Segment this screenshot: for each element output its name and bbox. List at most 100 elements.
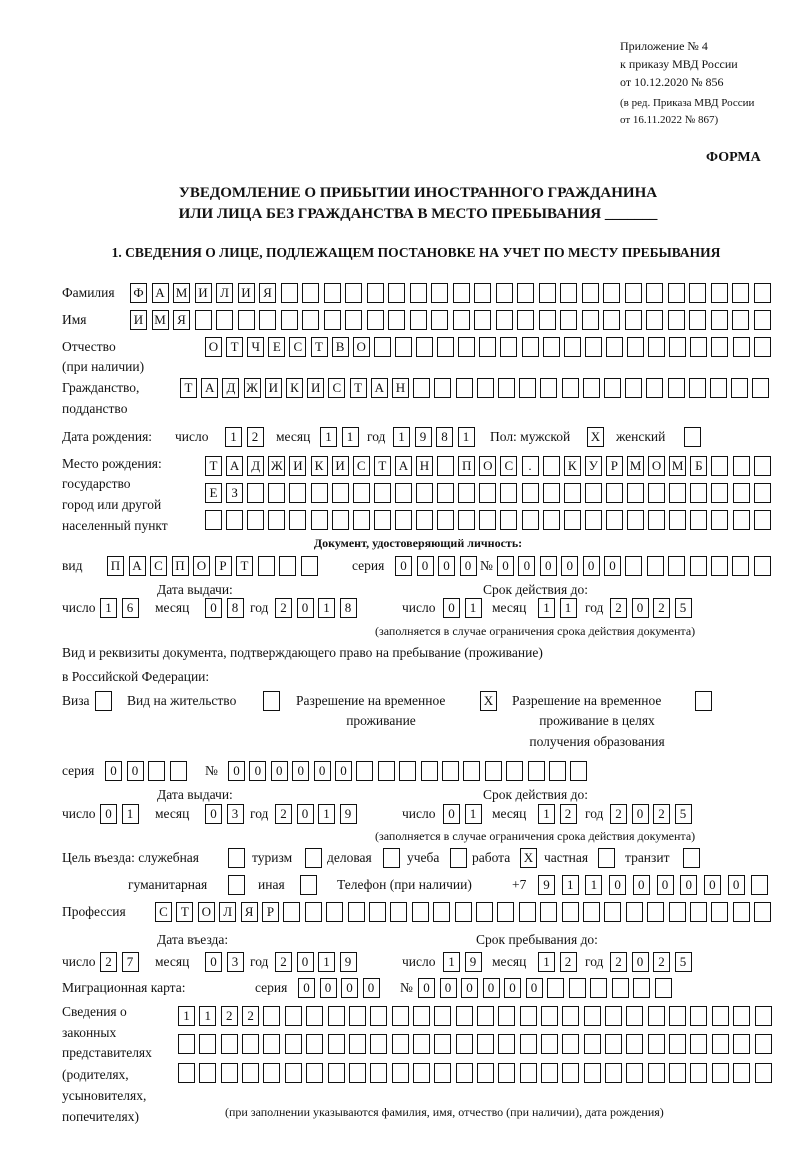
representative-cell[interactable] <box>412 1063 430 1083</box>
stay-number-cell[interactable] <box>570 761 588 781</box>
representative-cell[interactable] <box>391 1006 409 1026</box>
representative-cell[interactable] <box>690 1063 708 1083</box>
representative-cell[interactable] <box>220 1034 238 1054</box>
citizenship-cell[interactable]: А <box>201 378 219 398</box>
birthplace-cell[interactable] <box>669 483 687 503</box>
birthplace-cell[interactable] <box>289 510 307 530</box>
representative-cell[interactable] <box>327 1006 345 1026</box>
purpose-tourism-checkbox[interactable] <box>305 848 322 868</box>
representative-cell[interactable] <box>370 1006 388 1026</box>
stay-valid-year-cell[interactable]: 0 <box>631 804 649 824</box>
id-series-cell[interactable]: 0 <box>416 556 434 576</box>
entry-month-cell[interactable]: 3 <box>226 952 244 972</box>
citizenship-cell[interactable] <box>688 378 706 398</box>
birthplace-cell[interactable] <box>458 510 476 530</box>
patronymic-cell[interactable]: Е <box>268 337 286 357</box>
representative-cell[interactable] <box>519 1034 537 1054</box>
representative-cell[interactable] <box>220 1063 238 1083</box>
id-number-cell[interactable]: 0 <box>539 556 557 576</box>
stay-number-cell[interactable]: 0 <box>249 761 267 781</box>
birthplace-cell[interactable] <box>437 483 455 503</box>
surname-cell[interactable] <box>388 283 405 303</box>
citizenship-cell[interactable] <box>413 378 431 398</box>
temporary-residence-checkbox[interactable]: X <box>480 691 497 711</box>
name-cell[interactable] <box>646 310 663 330</box>
phone-cell[interactable]: 1 <box>585 875 603 895</box>
id-kind-cell[interactable] <box>279 556 296 576</box>
representative-cell[interactable] <box>370 1034 388 1054</box>
name-cell[interactable]: Я <box>173 310 190 330</box>
birthplace-cell[interactable] <box>521 510 539 530</box>
surname-cell[interactable] <box>431 283 448 303</box>
id-valid-day-cell[interactable]: 0 <box>443 598 460 618</box>
patronymic-cell[interactable] <box>584 337 602 357</box>
temporary-residence-education-checkbox[interactable] <box>695 691 712 711</box>
profession-cell[interactable] <box>304 902 322 922</box>
representative-cell[interactable] <box>263 1063 281 1083</box>
representative-cell[interactable]: 2 <box>220 1006 238 1026</box>
patronymic-cell[interactable] <box>690 337 708 357</box>
name-cell[interactable] <box>323 310 341 330</box>
birthplace-cell[interactable]: Е <box>205 483 222 503</box>
birthplace-cell[interactable] <box>669 510 687 530</box>
citizenship-cell[interactable] <box>710 378 727 398</box>
profession-cell[interactable] <box>711 902 729 922</box>
citizenship-cell[interactable] <box>498 378 515 398</box>
migration-number-cell[interactable] <box>568 978 586 998</box>
representative-cell[interactable] <box>647 1034 665 1054</box>
birthplace-cell[interactable]: К <box>563 456 581 476</box>
patronymic-cell[interactable] <box>479 337 497 357</box>
profession-cell[interactable] <box>497 902 515 922</box>
patronymic-cell[interactable]: Ч <box>247 337 265 357</box>
birth-month-cell[interactable]: 1 <box>320 427 337 447</box>
surname-cell[interactable]: Л <box>216 283 233 303</box>
representative-cell[interactable] <box>583 1034 601 1054</box>
stay-series-cell[interactable]: 0 <box>105 761 122 781</box>
representative-cell[interactable] <box>562 1063 580 1083</box>
representative-cell[interactable] <box>733 1006 751 1026</box>
migration-number-cell[interactable]: 0 <box>504 978 521 998</box>
profession-cell[interactable] <box>625 902 643 922</box>
surname-cell[interactable] <box>732 283 749 303</box>
stay-number-cell[interactable] <box>463 761 481 781</box>
stay-number-cell[interactable]: 0 <box>335 761 352 781</box>
migration-series-cell[interactable]: 0 <box>341 978 358 998</box>
id-kind-cell[interactable]: О <box>193 556 210 576</box>
profession-cell[interactable] <box>390 902 408 922</box>
patronymic-cell[interactable] <box>500 337 518 357</box>
birthplace-cell[interactable] <box>563 510 581 530</box>
profession-cell[interactable] <box>433 902 451 922</box>
phone-cell[interactable]: 0 <box>680 875 698 895</box>
birthplace-cell[interactable] <box>500 483 518 503</box>
representative-cell[interactable] <box>242 1063 260 1083</box>
id-kind-cell[interactable] <box>300 556 318 576</box>
representative-cell[interactable] <box>647 1006 665 1026</box>
surname-cell[interactable]: И <box>237 283 255 303</box>
citizenship-cell[interactable]: К <box>286 378 303 398</box>
representative-cell[interactable] <box>370 1063 388 1083</box>
name-cell[interactable] <box>345 310 362 330</box>
representative-cell[interactable] <box>541 1034 558 1054</box>
birthplace-cell[interactable] <box>711 456 729 476</box>
residence-permit-checkbox[interactable] <box>263 691 280 711</box>
profession-cell[interactable] <box>369 902 386 922</box>
surname-cell[interactable] <box>603 283 620 303</box>
migration-number-cell[interactable] <box>547 978 564 998</box>
birthplace-cell[interactable] <box>373 483 391 503</box>
name-cell[interactable] <box>581 310 599 330</box>
birthplace-cell[interactable] <box>226 510 244 530</box>
stay-valid-month-cell[interactable]: 1 <box>538 804 555 824</box>
citizenship-cell[interactable] <box>646 378 664 398</box>
surname-cell[interactable] <box>280 283 298 303</box>
surname-cell[interactable] <box>581 283 599 303</box>
representative-cell[interactable] <box>348 1006 366 1026</box>
id-number-cell[interactable]: 0 <box>518 556 536 576</box>
name-cell[interactable] <box>431 310 448 330</box>
patronymic-cell[interactable] <box>732 337 750 357</box>
representative-cell[interactable] <box>434 1034 452 1054</box>
id-kind-cell[interactable]: С <box>150 556 167 576</box>
representative-cell[interactable] <box>541 1063 558 1083</box>
stay-number-cell[interactable] <box>484 761 502 781</box>
stay-number-cell[interactable] <box>527 761 545 781</box>
patronymic-cell[interactable] <box>416 337 433 357</box>
